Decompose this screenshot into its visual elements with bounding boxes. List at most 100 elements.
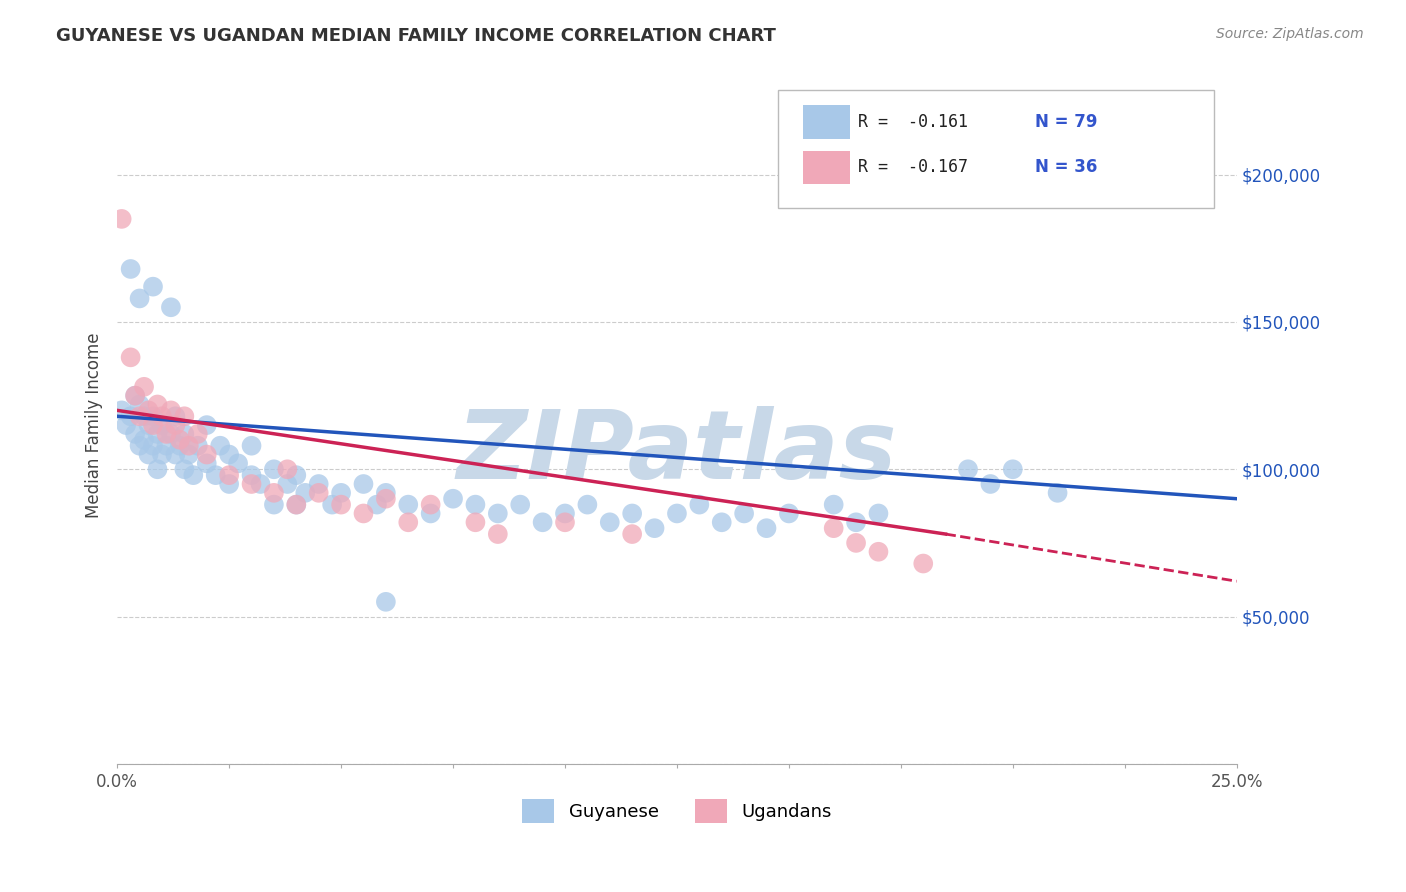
- Text: N = 36: N = 36: [1035, 158, 1098, 176]
- Point: [621, 507, 644, 521]
- Point: [115, 418, 138, 433]
- Point: [374, 595, 396, 609]
- Text: N = 79: N = 79: [1035, 112, 1098, 130]
- Point: [155, 426, 177, 441]
- Legend: Guyanese, Ugandans: Guyanese, Ugandans: [522, 799, 832, 822]
- Point: [755, 521, 778, 535]
- Point: [150, 418, 173, 433]
- Point: [142, 279, 165, 293]
- Point: [132, 433, 155, 447]
- Point: [111, 211, 134, 226]
- Point: [366, 498, 388, 512]
- Point: [1046, 486, 1069, 500]
- Point: [374, 486, 396, 500]
- Point: [823, 498, 845, 512]
- Point: [308, 477, 330, 491]
- Point: [146, 426, 169, 441]
- Point: [321, 498, 343, 512]
- Point: [128, 439, 150, 453]
- Point: [128, 409, 150, 424]
- Point: [1001, 462, 1024, 476]
- Text: ZIPatlas: ZIPatlas: [457, 406, 897, 499]
- FancyBboxPatch shape: [803, 151, 851, 184]
- Point: [240, 468, 263, 483]
- Point: [218, 448, 240, 462]
- Point: [155, 439, 177, 453]
- Point: [124, 426, 146, 441]
- Point: [146, 462, 169, 476]
- Point: [733, 507, 755, 521]
- Point: [599, 516, 621, 530]
- Point: [263, 486, 285, 500]
- Text: R =  -0.161: R = -0.161: [858, 112, 969, 130]
- Point: [146, 397, 169, 411]
- Point: [486, 507, 509, 521]
- Point: [218, 477, 240, 491]
- Point: [688, 498, 710, 512]
- Point: [150, 409, 173, 424]
- Point: [294, 486, 316, 500]
- Point: [173, 462, 195, 476]
- Point: [128, 397, 150, 411]
- Point: [554, 516, 576, 530]
- Point: [195, 456, 218, 470]
- Point: [124, 389, 146, 403]
- Point: [509, 498, 531, 512]
- Point: [124, 389, 146, 403]
- Point: [142, 418, 165, 433]
- Point: [353, 507, 375, 521]
- Point: [823, 521, 845, 535]
- Y-axis label: Median Family Income: Median Family Income: [86, 333, 103, 518]
- Point: [138, 418, 160, 433]
- Point: [285, 468, 308, 483]
- FancyBboxPatch shape: [778, 90, 1215, 209]
- Text: GUYANESE VS UGANDAN MEDIAN FAMILY INCOME CORRELATION CHART: GUYANESE VS UGANDAN MEDIAN FAMILY INCOME…: [56, 27, 776, 45]
- Point: [187, 439, 209, 453]
- Point: [419, 498, 441, 512]
- Point: [138, 403, 160, 417]
- Point: [165, 418, 187, 433]
- Point: [111, 403, 134, 417]
- Point: [621, 527, 644, 541]
- Point: [165, 409, 187, 424]
- Point: [195, 448, 218, 462]
- Point: [132, 409, 155, 424]
- Point: [204, 468, 226, 483]
- Point: [169, 439, 191, 453]
- Text: R =  -0.167: R = -0.167: [858, 158, 969, 176]
- Point: [160, 300, 183, 314]
- Point: [181, 468, 204, 483]
- Point: [464, 498, 486, 512]
- Point: [644, 521, 666, 535]
- Point: [285, 498, 308, 512]
- Point: [209, 439, 232, 453]
- Point: [138, 448, 160, 462]
- Text: Source: ZipAtlas.com: Source: ZipAtlas.com: [1216, 27, 1364, 41]
- Point: [132, 380, 155, 394]
- Point: [979, 477, 1001, 491]
- Point: [710, 516, 733, 530]
- Point: [419, 507, 441, 521]
- Point: [240, 477, 263, 491]
- Point: [120, 409, 142, 424]
- Point: [778, 507, 800, 521]
- FancyBboxPatch shape: [803, 105, 851, 138]
- Point: [195, 418, 218, 433]
- Point: [150, 448, 173, 462]
- Point: [276, 462, 298, 476]
- Point: [554, 507, 576, 521]
- Point: [173, 409, 195, 424]
- Point: [169, 433, 191, 447]
- Point: [868, 545, 890, 559]
- Point: [160, 403, 183, 417]
- Point: [160, 426, 183, 441]
- Point: [187, 426, 209, 441]
- Point: [330, 498, 353, 512]
- Point: [177, 448, 200, 462]
- Point: [486, 527, 509, 541]
- Point: [665, 507, 688, 521]
- Point: [276, 477, 298, 491]
- Point: [956, 462, 979, 476]
- Point: [226, 456, 249, 470]
- Point: [263, 498, 285, 512]
